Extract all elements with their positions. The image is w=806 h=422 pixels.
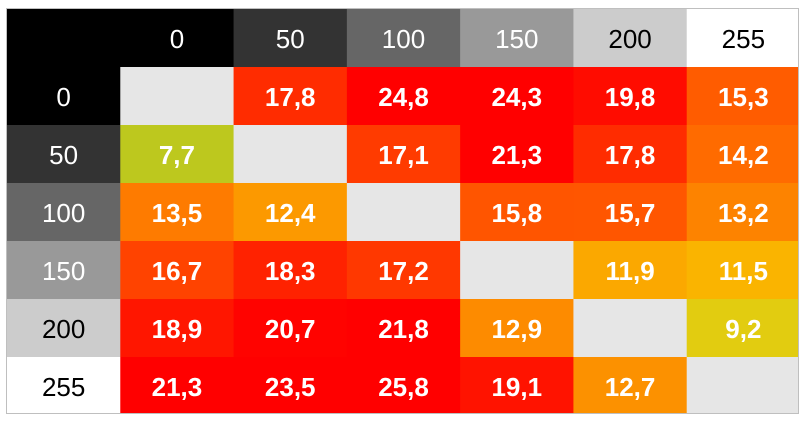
column-header-cell [120, 9, 235, 68]
heatmap-cell [346, 241, 461, 300]
heatmap-cell-value: 17,8 [265, 82, 316, 112]
heatmap-cell [686, 67, 798, 126]
heatmap-cell [233, 183, 348, 242]
heatmap-cell [233, 299, 348, 358]
heatmap-cell [233, 67, 348, 126]
heatmap-svg: 0 50 100 150 200 255 0 17,8 24,8 24,3 19,8 15,3 50 7,… [7, 9, 798, 413]
heatmap-cell-value: 17,1 [378, 140, 429, 170]
heatmap-cell [120, 125, 235, 184]
heatmap-cell-value: 14,2 [718, 140, 769, 170]
heatmap-cell [573, 357, 688, 413]
heatmap-cell-empty [573, 299, 688, 358]
heatmap-cell-value: 9,2 [725, 314, 761, 344]
row-header-cell [7, 125, 121, 184]
heatmap-cell-empty [233, 125, 348, 184]
heatmap-cell-value: 19,8 [605, 82, 656, 112]
heatmap-cell-value: 17,8 [605, 140, 656, 170]
heatmap-cell-value: 18,9 [152, 314, 203, 344]
heatmap-cell-value: 15,8 [491, 198, 542, 228]
row-header-cell [7, 183, 121, 242]
row-header-cell [7, 241, 121, 300]
heatmap-cell [120, 241, 235, 300]
row-header-cell [7, 357, 121, 413]
row-header-label: 200 [42, 314, 85, 344]
row-header-label: 50 [49, 140, 78, 170]
heatmap-cell-value: 12,7 [605, 372, 656, 402]
heatmap-cell-value: 21,3 [152, 372, 203, 402]
column-header-cell [686, 9, 798, 68]
heatmap-cell [460, 183, 575, 242]
heatmap-cell [460, 125, 575, 184]
heatmap-cell [233, 241, 348, 300]
contrast-heatmap-chart: 0 50 100 150 200 255 0 17,8 24,8 24,3 19,8 15,3 50 7,… [6, 8, 799, 414]
heatmap-cell-value: 13,2 [718, 198, 769, 228]
heatmap-cell-value: 12,4 [265, 198, 316, 228]
heatmap-cell-value: 23,5 [265, 372, 316, 402]
heatmap-cell-value: 24,8 [378, 82, 429, 112]
heatmap-cell-empty [686, 357, 798, 413]
corner-cell [7, 9, 121, 68]
heatmap-cell-empty [460, 241, 575, 300]
column-header-cell [346, 9, 461, 68]
heatmap-cell [120, 357, 235, 413]
column-header-cell [460, 9, 575, 68]
heatmap-cell [573, 241, 688, 300]
heatmap-cell-value: 24,3 [491, 82, 542, 112]
heatmap-cell-value: 15,3 [718, 82, 769, 112]
heatmap-cell [120, 183, 235, 242]
heatmap-cell-empty [346, 183, 461, 242]
heatmap-cell-value: 21,8 [378, 314, 429, 344]
heatmap-cell-value: 12,9 [491, 314, 542, 344]
column-header-label: 255 [722, 24, 765, 54]
heatmap-cell [686, 125, 798, 184]
column-header-label: 0 [170, 24, 184, 54]
heatmap-cell [573, 183, 688, 242]
heatmap-cell-value: 11,9 [605, 256, 654, 286]
heatmap-cell [460, 357, 575, 413]
column-header-cell [233, 9, 348, 68]
column-header-label: 200 [608, 24, 651, 54]
heatmap-cell [460, 67, 575, 126]
heatmap-cell [346, 67, 461, 126]
heatmap-cell-empty [120, 67, 235, 126]
row-header-label: 150 [42, 256, 85, 286]
column-header-label: 50 [276, 24, 305, 54]
heatmap-cell [346, 125, 461, 184]
heatmap-cell [686, 241, 798, 300]
heatmap-cell-value: 21,3 [491, 140, 542, 170]
heatmap-cell-value: 11,5 [719, 256, 768, 286]
column-header-label: 100 [382, 24, 425, 54]
row-header-label: 0 [56, 82, 70, 112]
heatmap-cell [573, 67, 688, 126]
heatmap-cell-value: 17,2 [378, 256, 429, 286]
column-header-cell [573, 9, 688, 68]
heatmap-cell [686, 299, 798, 358]
heatmap-cell-value: 7,7 [159, 140, 195, 170]
heatmap-cell [120, 299, 235, 358]
heatmap-cell [346, 357, 461, 413]
row-header-label: 100 [42, 198, 85, 228]
heatmap-cell [233, 357, 348, 413]
heatmap-cell-value: 15,7 [605, 198, 656, 228]
heatmap-cell-value: 13,5 [152, 198, 203, 228]
heatmap-cell-value: 25,8 [378, 372, 429, 402]
heatmap-cell-value: 19,1 [491, 372, 542, 402]
heatmap-cell [686, 183, 798, 242]
column-header-label: 150 [495, 24, 538, 54]
heatmap-cell [573, 125, 688, 184]
heatmap-cell-value: 20,7 [265, 314, 316, 344]
heatmap-cell-value: 16,7 [152, 256, 203, 286]
row-header-cell [7, 299, 121, 358]
heatmap-cell [346, 299, 461, 358]
heatmap-cell-value: 18,3 [265, 256, 316, 286]
row-header-label: 255 [42, 372, 85, 402]
row-header-cell [7, 67, 121, 126]
heatmap-cell [460, 299, 575, 358]
